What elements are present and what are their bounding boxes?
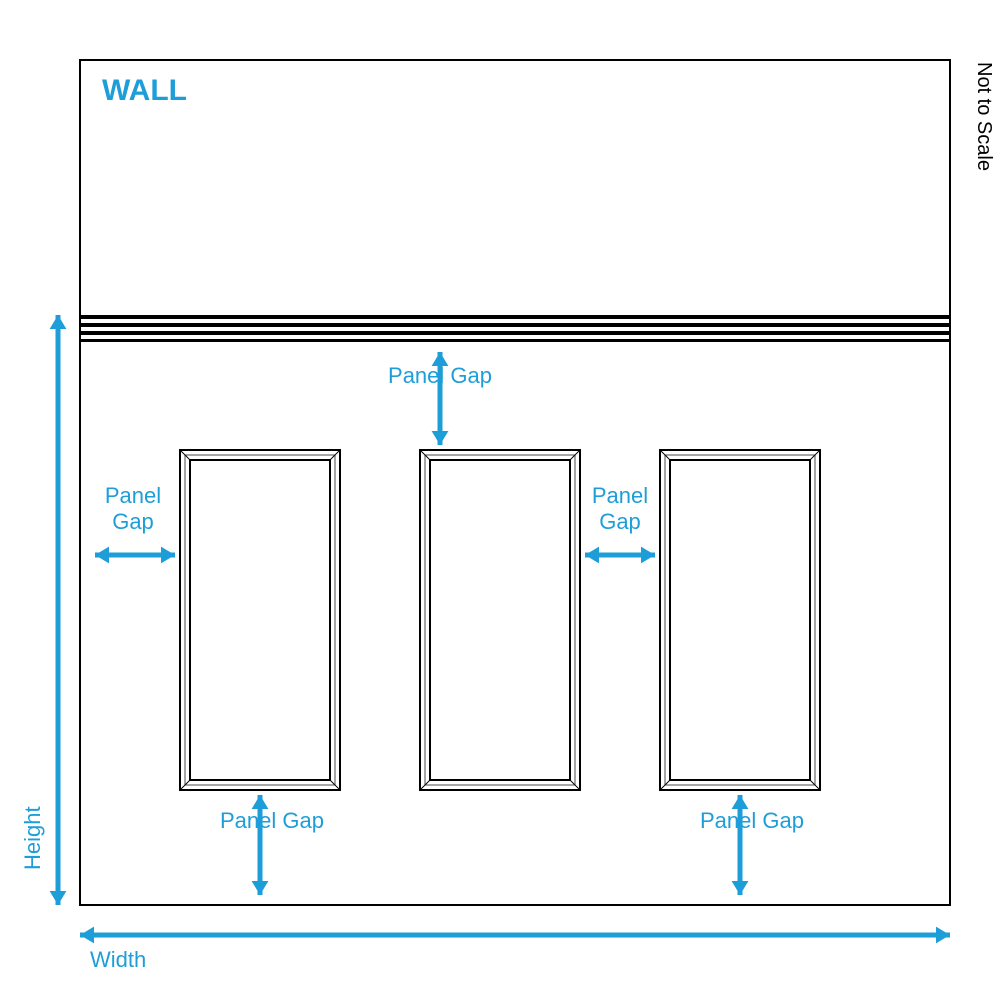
width-arrow xyxy=(80,927,950,944)
panel-gap-top-label: Panel Gap xyxy=(388,363,492,388)
panel-gap-mid-label-1: Panel xyxy=(592,483,648,508)
height-arrow xyxy=(50,315,67,905)
panel-gap-mid-label-2: Gap xyxy=(599,509,641,534)
panel-gap-left-label-2: Gap xyxy=(112,509,154,534)
height-label: Height xyxy=(20,806,45,870)
panel-gap-bottom-l-label: Panel Gap xyxy=(220,808,324,833)
width-label: Width xyxy=(90,947,146,972)
panel-gap-left-label-1: Panel xyxy=(105,483,161,508)
not-to-scale-note: Not to Scale xyxy=(973,62,995,171)
wall-title: WALL xyxy=(102,74,187,107)
panel-gap-bottom-r-label: Panel Gap xyxy=(700,808,804,833)
